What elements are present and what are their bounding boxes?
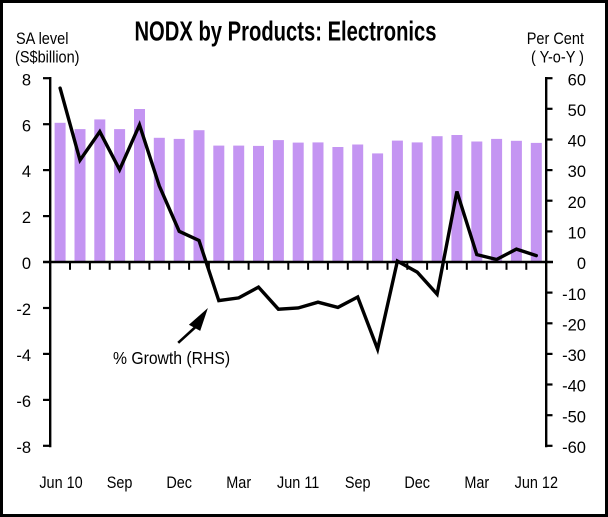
svg-text:-6: -6 bbox=[16, 393, 31, 411]
svg-text:Mar: Mar bbox=[226, 474, 251, 492]
svg-text:Jun 11: Jun 11 bbox=[277, 474, 319, 492]
svg-text:Sep: Sep bbox=[345, 474, 371, 492]
svg-text:Dec: Dec bbox=[404, 474, 430, 492]
svg-text:Dec: Dec bbox=[166, 474, 192, 492]
svg-text:SA level: SA level bbox=[16, 30, 68, 48]
svg-text:0: 0 bbox=[577, 255, 586, 273]
svg-text:-30: -30 bbox=[562, 347, 586, 365]
svg-text:NODX by Products: Electronics: NODX by Products: Electronics bbox=[134, 17, 436, 48]
svg-text:-10: -10 bbox=[562, 286, 586, 304]
svg-text:50: 50 bbox=[568, 102, 586, 120]
svg-text:20: 20 bbox=[568, 194, 586, 212]
svg-text:2: 2 bbox=[22, 209, 31, 227]
svg-text:4: 4 bbox=[22, 163, 31, 181]
svg-text:(S$billion): (S$billion) bbox=[15, 49, 80, 67]
svg-text:% Growth (RHS): % Growth (RHS) bbox=[113, 348, 230, 368]
svg-text:Sep: Sep bbox=[107, 474, 133, 492]
svg-text:Jun 10: Jun 10 bbox=[39, 474, 83, 492]
svg-text:10: 10 bbox=[568, 225, 586, 243]
svg-text:-50: -50 bbox=[562, 408, 586, 426]
svg-text:-40: -40 bbox=[562, 378, 586, 396]
svg-text:Jun 12: Jun 12 bbox=[515, 474, 558, 492]
svg-text:-60: -60 bbox=[562, 439, 586, 457]
svg-text:Mar: Mar bbox=[464, 474, 489, 492]
svg-text:( Y-o-Y ): ( Y-o-Y ) bbox=[531, 49, 584, 67]
svg-text:-20: -20 bbox=[562, 316, 586, 334]
svg-text:6: 6 bbox=[22, 117, 31, 135]
svg-text:60: 60 bbox=[568, 71, 586, 89]
svg-text:30: 30 bbox=[568, 163, 586, 181]
svg-text:Per Cent: Per Cent bbox=[527, 30, 585, 48]
svg-text:8: 8 bbox=[22, 71, 31, 89]
svg-text:40: 40 bbox=[568, 133, 586, 151]
svg-text:0: 0 bbox=[22, 255, 31, 273]
svg-text:-2: -2 bbox=[16, 301, 31, 319]
svg-text:-8: -8 bbox=[16, 439, 31, 457]
svg-text:-4: -4 bbox=[16, 347, 31, 365]
